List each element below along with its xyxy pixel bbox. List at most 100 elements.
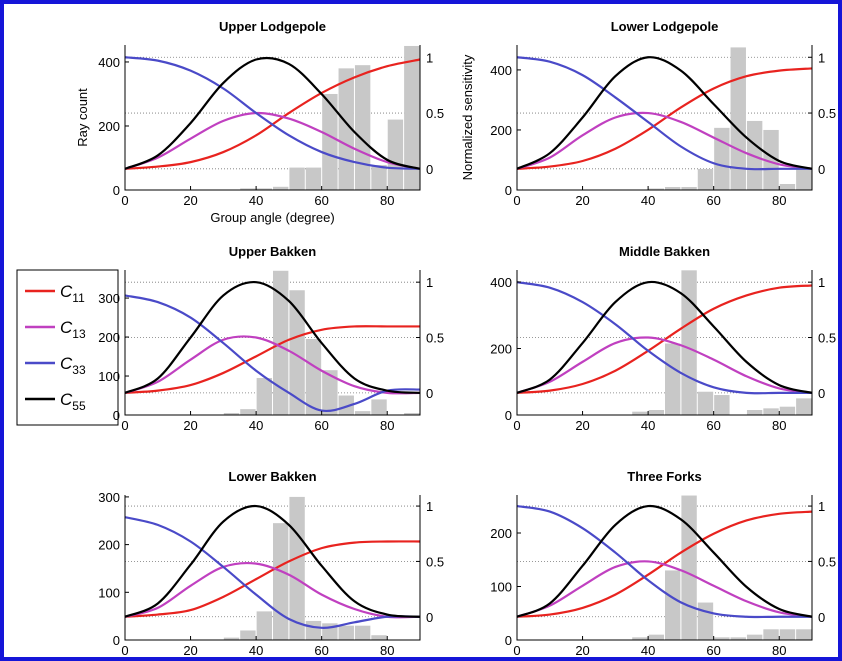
bar — [256, 611, 272, 640]
y-tick-label: 100 — [490, 579, 512, 594]
x-tick-label: 40 — [641, 193, 655, 208]
x-tick-label: 80 — [772, 418, 786, 433]
y2-tick-label: 1 — [426, 275, 433, 290]
y2-tick-label: 0 — [818, 610, 825, 625]
y2-tick-label: 0 — [818, 162, 825, 177]
y-tick-label: 0 — [505, 408, 512, 423]
x-tick-label: 40 — [641, 643, 655, 658]
bar — [697, 391, 714, 415]
y-tick-label: 200 — [98, 538, 120, 553]
curve — [516, 67, 813, 170]
y-tick-label: 0 — [505, 183, 512, 198]
bar — [354, 411, 371, 415]
bar — [223, 413, 240, 415]
x-tick-label: 0 — [513, 418, 520, 433]
bar — [779, 629, 796, 640]
bar — [305, 338, 322, 415]
legend-label-main: C — [60, 282, 73, 301]
bar — [256, 188, 272, 190]
x-tick-label: 80 — [380, 418, 394, 433]
panel-title: Lower Bakken — [228, 469, 316, 484]
y-tick-label: 100 — [98, 585, 120, 600]
bar — [387, 119, 404, 190]
bar — [796, 398, 812, 415]
x-tick-label: 0 — [513, 193, 520, 208]
y2-tick-label: 0.5 — [818, 554, 836, 569]
y-tick-label: 0 — [113, 633, 120, 648]
y-tick-label: 100 — [98, 369, 120, 384]
y2-axis-label: Normalized sensitivity — [460, 54, 475, 180]
y2-tick-label: 0.5 — [426, 554, 444, 569]
y2-tick-label: 0.5 — [426, 331, 444, 346]
bar — [354, 65, 371, 190]
bar — [714, 127, 730, 190]
x-tick-label: 20 — [183, 193, 197, 208]
curve — [516, 504, 812, 619]
bar — [371, 399, 387, 415]
curve — [124, 561, 421, 619]
x-tick-label: 20 — [575, 193, 589, 208]
y2-tick-label: 0.5 — [818, 106, 836, 121]
x-tick-label: 40 — [249, 418, 263, 433]
x-tick-label: 0 — [121, 193, 128, 208]
curve — [516, 560, 813, 618]
legend-label-sub: 11 — [72, 291, 85, 305]
bar — [305, 620, 322, 640]
x-tick-label: 60 — [706, 643, 720, 658]
panel-title: Upper Bakken — [229, 244, 316, 259]
curve — [516, 504, 813, 618]
axes — [516, 45, 813, 191]
bar — [796, 168, 812, 190]
legend-label-sub: 33 — [72, 363, 86, 377]
y2-tick-label: 1 — [818, 50, 825, 65]
bar — [371, 165, 387, 190]
curve — [124, 504, 421, 618]
y2-tick-label: 1 — [426, 499, 433, 514]
axes — [124, 495, 421, 641]
y2-tick-label: 1 — [818, 275, 825, 290]
x-tick-label: 60 — [314, 193, 328, 208]
legend-label-sub: 13 — [72, 327, 86, 341]
bar — [665, 570, 681, 640]
legend-label: C13 — [60, 318, 86, 341]
bar — [730, 637, 746, 640]
bar — [746, 410, 763, 415]
bar — [404, 413, 420, 415]
legend-label: C55 — [60, 390, 86, 413]
y2-tick-label: 1 — [818, 499, 825, 514]
bar — [796, 629, 812, 640]
y-tick-label: 200 — [98, 330, 120, 345]
x-tick-label: 80 — [380, 193, 394, 208]
curve — [124, 56, 421, 170]
bar — [763, 629, 779, 640]
legend-label-sub: 55 — [72, 399, 86, 413]
legend-label-main: C — [60, 354, 73, 373]
curve — [124, 56, 421, 170]
x-tick-label: 60 — [706, 418, 720, 433]
x-tick-label: 0 — [121, 643, 128, 658]
bar — [338, 395, 354, 415]
y-tick-label: 400 — [490, 275, 512, 290]
bar — [632, 411, 648, 415]
curve — [124, 516, 421, 629]
bar — [730, 47, 746, 190]
curve — [516, 281, 812, 395]
x-tick-label: 60 — [314, 418, 328, 433]
bar — [256, 377, 272, 415]
y2-tick-label: 1 — [426, 50, 433, 65]
bar — [648, 634, 664, 640]
y-tick-label: 400 — [490, 63, 512, 78]
curve — [516, 280, 813, 394]
y-tick-label: 0 — [113, 408, 120, 423]
bar — [240, 409, 256, 415]
bar — [371, 635, 387, 640]
bar — [697, 168, 714, 190]
x-tick-label: 40 — [641, 418, 655, 433]
axes — [124, 45, 421, 191]
bar — [714, 637, 730, 640]
bar — [632, 637, 648, 640]
x-tick-label: 40 — [249, 643, 263, 658]
y-tick-label: 200 — [490, 341, 512, 356]
x-tick-label: 0 — [121, 418, 128, 433]
